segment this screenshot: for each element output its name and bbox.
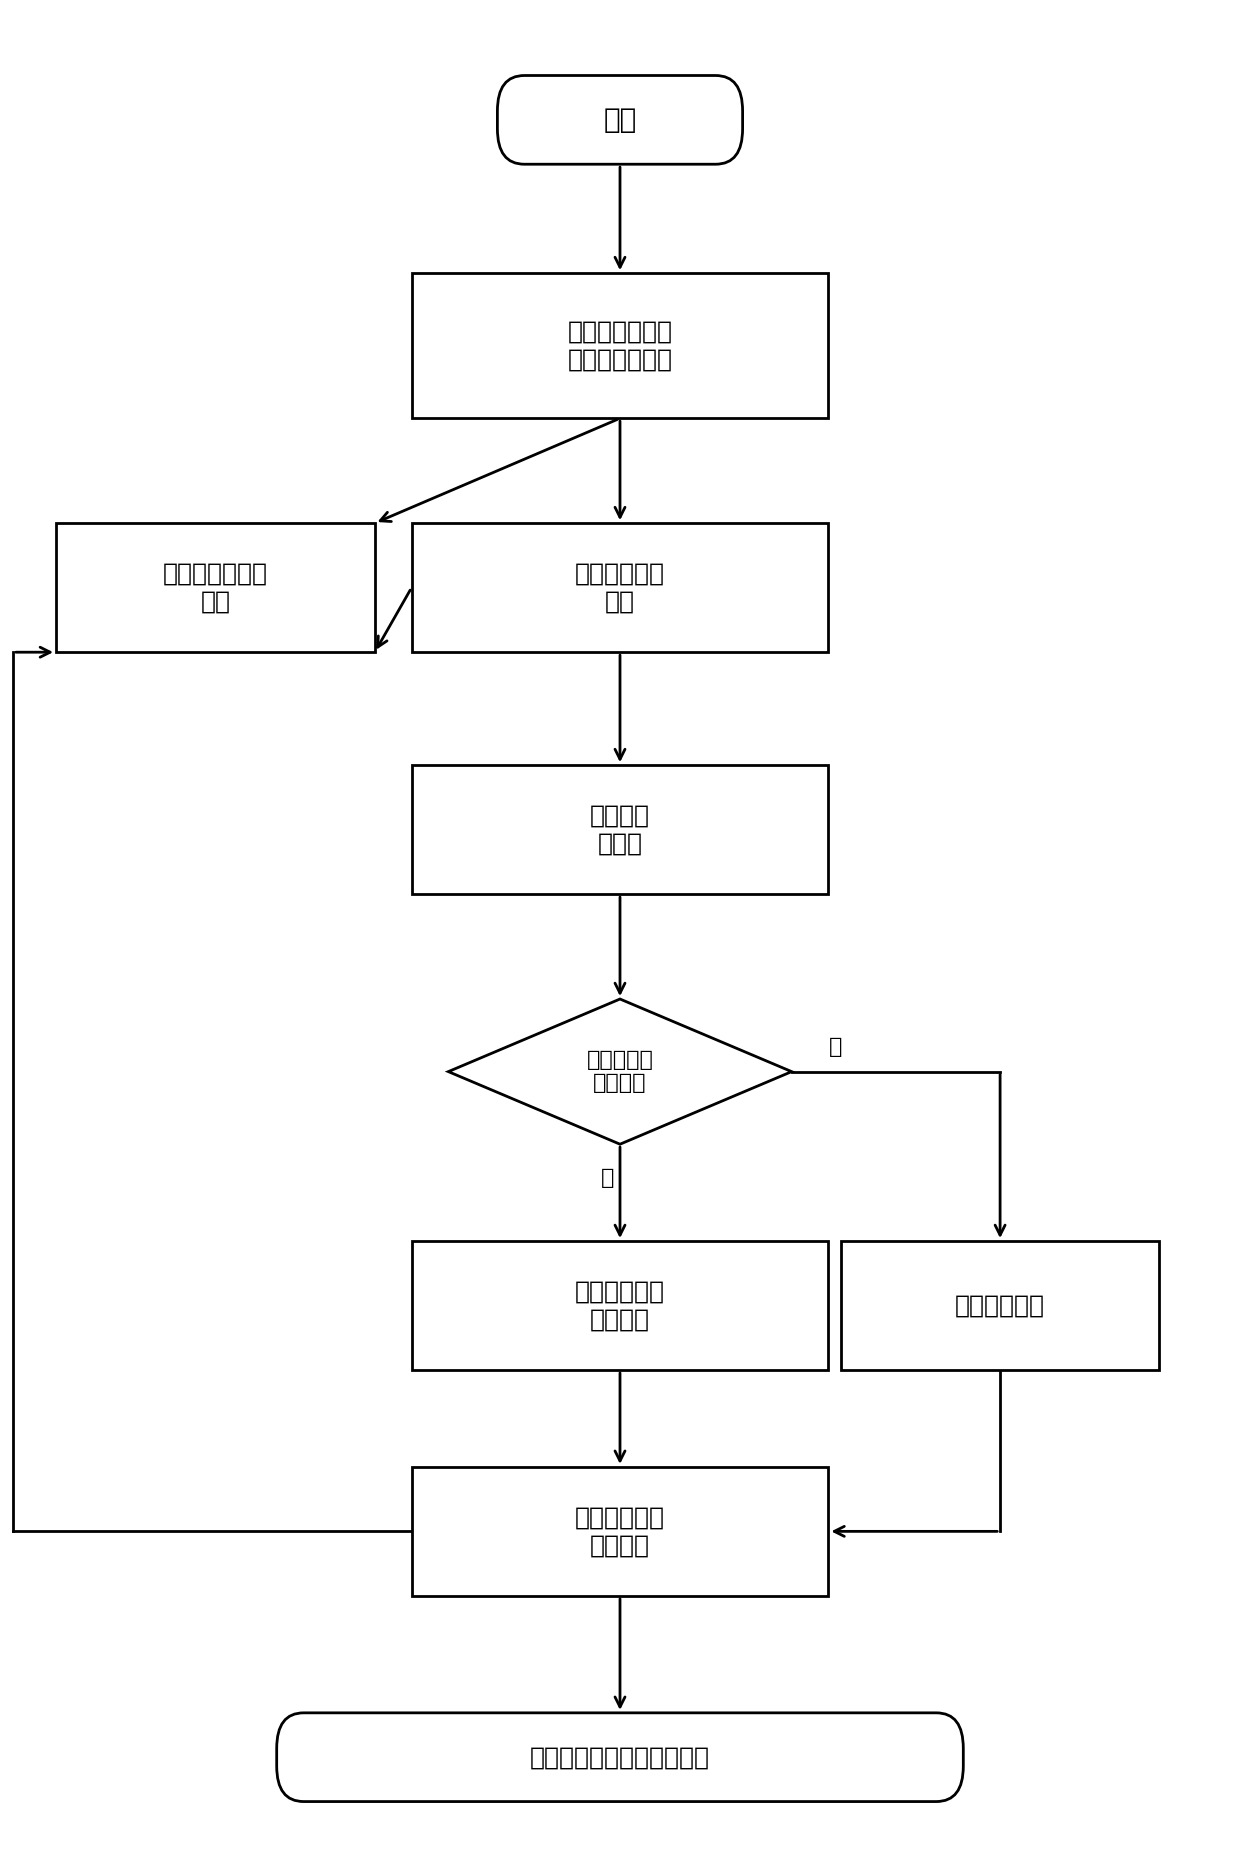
Text: 湖库水华治理决策方案评估: 湖库水华治理决策方案评估 (529, 1746, 711, 1770)
Text: 开始: 开始 (604, 107, 636, 135)
Polygon shape (449, 1000, 791, 1144)
FancyBboxPatch shape (277, 1712, 963, 1802)
Text: 水华治理决策
案例学习: 水华治理决策 案例学习 (575, 1505, 665, 1557)
Text: 构建水华治理决
策通用本体模型: 构建水华治理决 策通用本体模型 (568, 320, 672, 372)
Text: 领域专家决策: 领域专家决策 (955, 1293, 1045, 1318)
Bar (412, 273, 828, 419)
Text: 否: 否 (828, 1037, 842, 1058)
Bar (412, 764, 828, 893)
Bar (841, 1241, 1159, 1370)
Text: 水华治理决策
案例重用: 水华治理决策 案例重用 (575, 1280, 665, 1331)
Text: 是: 是 (601, 1168, 615, 1189)
Text: 综合贡献度
大于阈值: 综合贡献度 大于阈值 (587, 1050, 653, 1093)
Bar (412, 523, 828, 652)
Text: 决策案例推理
引擎: 决策案例推理 引擎 (575, 563, 665, 613)
Bar (56, 523, 374, 652)
Bar (412, 1467, 828, 1596)
Text: 决策案例
匹配器: 决策案例 匹配器 (590, 804, 650, 856)
Bar (412, 1241, 828, 1370)
FancyBboxPatch shape (497, 75, 743, 164)
Text: 水华治理决策案
例库: 水华治理决策案 例库 (162, 563, 268, 613)
